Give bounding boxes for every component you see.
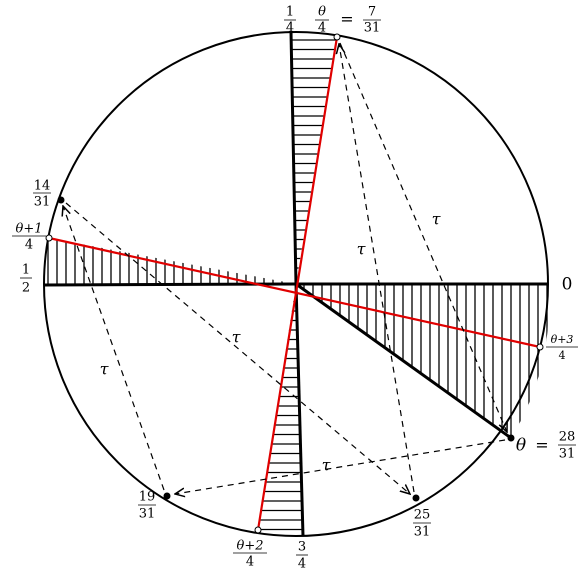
label: 4 (246, 555, 254, 570)
label: 25 (414, 508, 431, 523)
label: 14 (34, 179, 51, 194)
red-lines (48, 36, 541, 531)
label: θ+3 (551, 333, 574, 346)
dashed-arrows (63, 43, 507, 494)
radii (43, 31, 548, 537)
label: θ (318, 5, 326, 20)
label: 4 (318, 21, 326, 36)
label: 19 (139, 490, 156, 505)
label: 31 (139, 507, 156, 522)
label: = (535, 436, 548, 455)
label: 31 (414, 525, 431, 540)
label: = (340, 10, 353, 29)
hatch-region (303, 284, 548, 438)
label: 4 (298, 557, 306, 572)
label: 4 (25, 238, 33, 253)
tau: τ (432, 210, 442, 229)
label: 31 (559, 447, 576, 462)
tau: τ (100, 360, 110, 379)
label: θ+1 (16, 222, 43, 237)
label: 4 (286, 21, 294, 36)
label: 28 (559, 430, 576, 445)
label: 31 (34, 195, 51, 210)
label: θ (516, 436, 526, 456)
points (45, 33, 544, 534)
tau-labels: τ τ τ τ τ (100, 210, 442, 475)
label: 2 (22, 281, 30, 296)
label: 31 (364, 21, 381, 36)
label: 0 (562, 275, 573, 295)
label: 1 (286, 5, 294, 20)
hatch-region (47, 238, 292, 285)
label: θ+2 (237, 539, 264, 554)
label: 1 (22, 263, 30, 278)
tau: τ (322, 456, 332, 475)
label: 3 (298, 540, 306, 555)
tau: τ (232, 328, 242, 347)
label: 7 (368, 5, 376, 20)
label: 4 (559, 349, 566, 362)
point-labels: 0 1 4 θ 4 = 7 31 14 31 θ+1 4 1 2 19 31 θ… (12, 5, 578, 572)
tau: τ (357, 240, 367, 259)
